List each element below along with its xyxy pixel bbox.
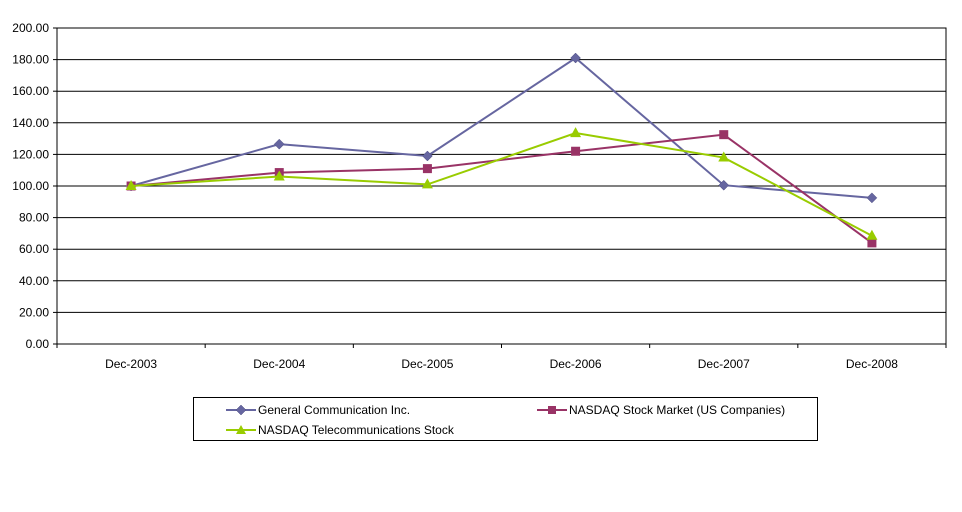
data-point-diamond <box>866 192 878 204</box>
data-point-square <box>867 238 877 248</box>
y-tick-label: 100.00 <box>12 179 49 193</box>
y-tick-label: 80.00 <box>19 211 49 225</box>
data-point-triangle <box>421 178 433 189</box>
data-point-triangle <box>273 170 285 181</box>
legend-triangle-marker-icon <box>226 425 256 434</box>
legend-entry-nasdaq-telecom: NASDAQ Telecommunications Stock <box>226 422 454 438</box>
series-line <box>131 132 873 237</box>
legend-label: NASDAQ Telecommunications Stock <box>258 423 454 437</box>
data-point-diamond <box>718 179 730 191</box>
data-point-diamond <box>273 138 285 150</box>
y-tick-label: 40.00 <box>19 274 49 288</box>
data-point-triangle <box>570 127 582 138</box>
data-point-triangle <box>718 151 730 162</box>
x-tick-label: Dec-2008 <box>846 357 898 371</box>
legend-entry-nasdaq-stock-market: NASDAQ Stock Market (US Companies) <box>537 402 785 418</box>
y-tick-label: 160.00 <box>12 84 49 98</box>
y-tick-label: 200.00 <box>12 21 49 35</box>
data-point-triangle <box>125 180 137 190</box>
data-point-triangle <box>866 229 878 240</box>
y-tick-label: 120.00 <box>12 147 49 161</box>
legend-label: General Communication Inc. <box>258 403 411 417</box>
y-tick-label: 180.00 <box>12 53 49 67</box>
legend-entry-general-communication: General Communication Inc. <box>226 402 410 418</box>
series-3 <box>125 127 878 240</box>
series-1 <box>125 52 878 204</box>
series-line <box>130 133 873 244</box>
chart-plot-area: 0.00 20.00 40.00 60.00 80.00 100.00 120.00 140.… <box>12 21 947 371</box>
x-tick-label: Dec-2005 <box>401 357 453 371</box>
legend-diamond-marker-icon <box>226 404 256 416</box>
chart-legend: General Communication Inc. NASDAQ Stock … <box>193 397 818 441</box>
legend-label: NASDAQ Stock Market (US Companies) <box>569 403 786 417</box>
y-tick-label: 0.00 <box>26 337 50 351</box>
data-point-square <box>422 164 432 174</box>
x-tick-label: Dec-2004 <box>253 357 305 371</box>
y-tick-label: 60.00 <box>19 242 49 256</box>
data-point-diamond <box>422 150 433 162</box>
y-tick-label: 20.00 <box>19 305 49 319</box>
data-point-diamond <box>570 52 581 64</box>
series-line <box>130 56 873 199</box>
x-tick-label: Dec-2003 <box>105 357 157 371</box>
x-tick-label: Dec-2006 <box>550 357 602 371</box>
legend-square-marker-icon <box>537 406 567 414</box>
x-tick-label: Dec-2007 <box>698 357 750 371</box>
data-point-square <box>571 146 581 156</box>
y-tick-label: 140.00 <box>12 116 49 130</box>
data-point-square <box>719 130 729 140</box>
